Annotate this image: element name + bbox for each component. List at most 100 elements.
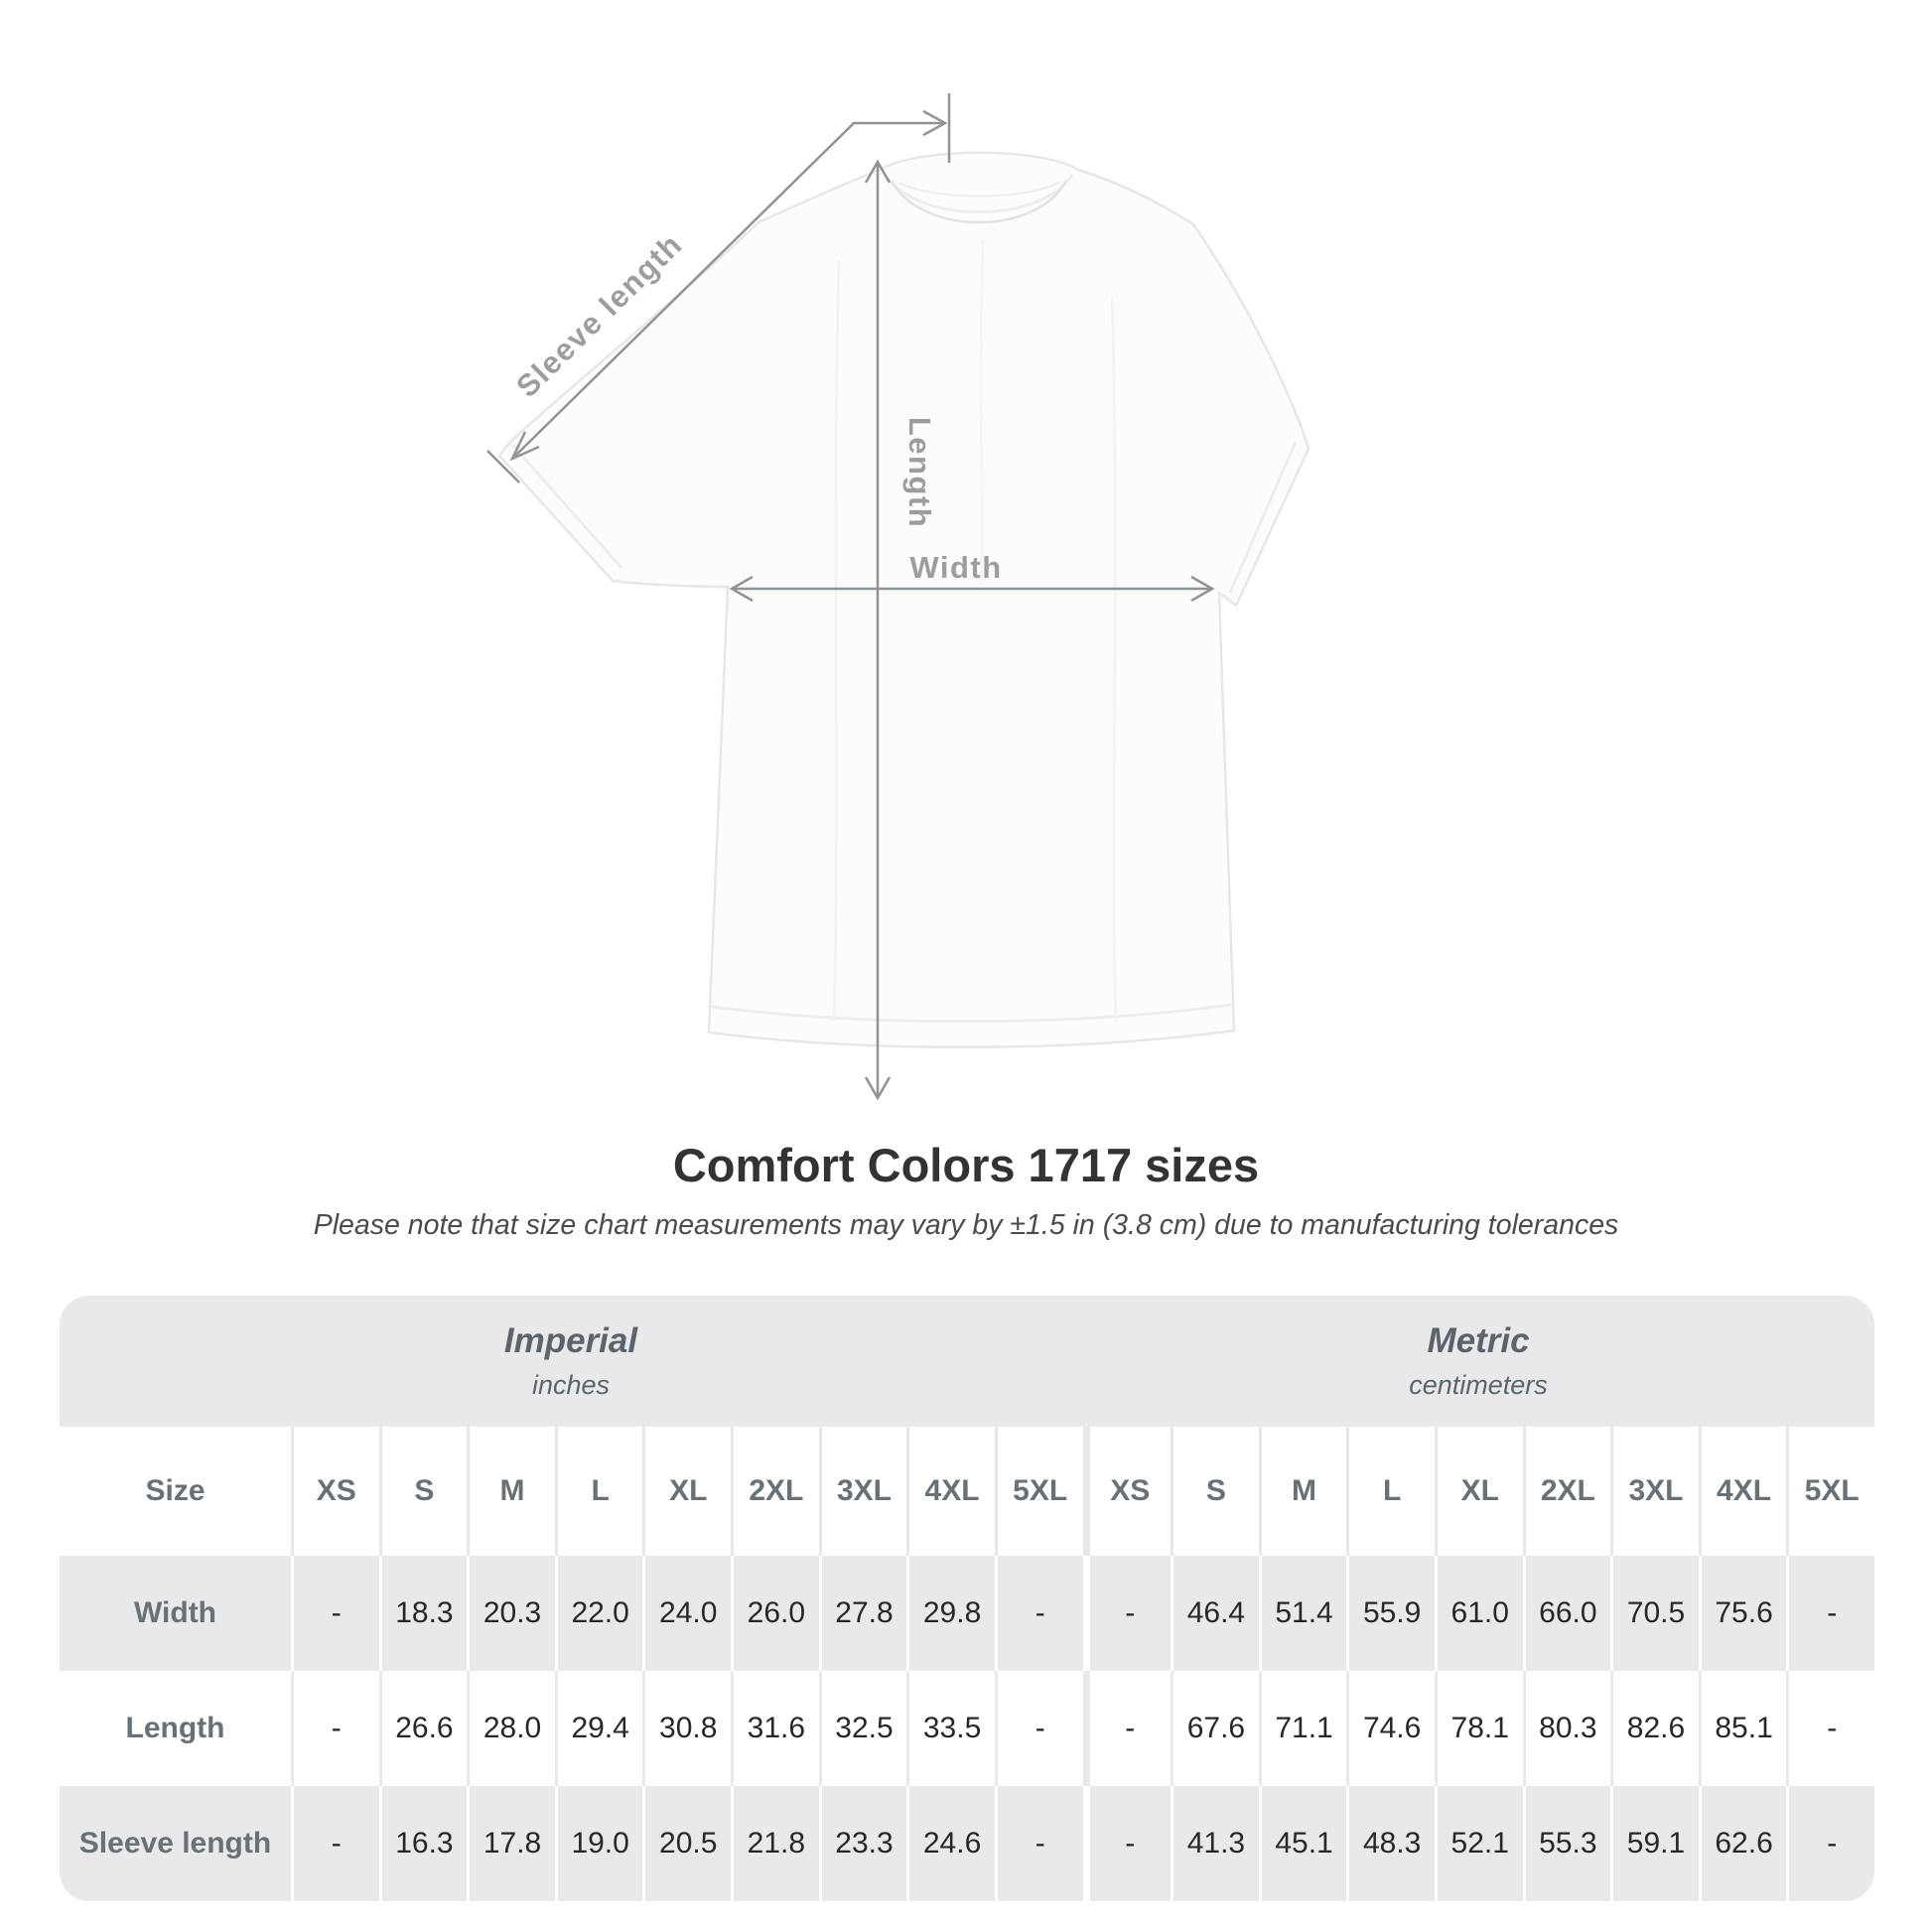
value-cell: - bbox=[1786, 1556, 1874, 1671]
value-cell: 46.4 bbox=[1171, 1556, 1259, 1671]
value-cell: 24.6 bbox=[906, 1786, 995, 1901]
size-header-cell: 3XL bbox=[1610, 1427, 1699, 1556]
length-arrowhead-bottom bbox=[864, 1076, 892, 1101]
size-header-cell: L bbox=[1346, 1427, 1435, 1556]
value-cell: 67.6 bbox=[1171, 1671, 1259, 1786]
value-cell: 24.0 bbox=[642, 1556, 732, 1671]
tshirt-measurement-diagram: Sleeve length Length Width bbox=[486, 93, 1311, 1101]
value-cell: 78.1 bbox=[1434, 1671, 1523, 1786]
value-cell: 45.1 bbox=[1258, 1786, 1347, 1901]
value-cell: 75.6 bbox=[1698, 1556, 1787, 1671]
size-header-cell: XL bbox=[1434, 1427, 1523, 1556]
length-label: Length bbox=[902, 417, 937, 528]
value-cell: 20.5 bbox=[642, 1786, 732, 1901]
value-cell: - bbox=[1786, 1671, 1874, 1786]
value-cell: 71.1 bbox=[1258, 1671, 1347, 1786]
value-cell: 48.3 bbox=[1346, 1786, 1435, 1901]
sleeve-length-arrowhead-left bbox=[509, 431, 540, 462]
value-cell: - bbox=[1786, 1786, 1874, 1901]
value-cell: 52.1 bbox=[1434, 1786, 1523, 1901]
size-header-cell: M bbox=[1258, 1427, 1347, 1556]
sleeve-end-tick bbox=[486, 450, 520, 483]
value-cell: 26.0 bbox=[731, 1556, 819, 1671]
row-label: Length bbox=[60, 1671, 291, 1786]
sleeve-length-arrowhead-right bbox=[922, 109, 948, 137]
value-cell: 62.6 bbox=[1698, 1786, 1787, 1901]
value-cell: 21.8 bbox=[731, 1786, 819, 1901]
value-cell: 30.8 bbox=[642, 1671, 732, 1786]
width-label: Width bbox=[909, 550, 1002, 585]
value-cell: 33.5 bbox=[906, 1671, 995, 1786]
size-header-cell: S bbox=[378, 1427, 468, 1556]
value-cell: 82.6 bbox=[1610, 1671, 1699, 1786]
size-header-cell: 4XL bbox=[906, 1427, 995, 1556]
value-cell: - bbox=[291, 1786, 379, 1901]
width-arrowhead-right bbox=[1190, 575, 1215, 603]
value-cell: 28.0 bbox=[467, 1671, 555, 1786]
sleeve-length-line bbox=[511, 121, 945, 460]
value-cell: 18.3 bbox=[378, 1556, 468, 1671]
value-cell: - bbox=[1082, 1556, 1172, 1671]
measurement-row: Length -26.6 28.0 29.4 30.8 31.6 32.5 33.5- -67.… bbox=[60, 1671, 1874, 1786]
value-cell: 55.3 bbox=[1522, 1786, 1611, 1901]
value-cell: 17.8 bbox=[467, 1786, 555, 1901]
size-header-cell: XL bbox=[642, 1427, 732, 1556]
size-header-cell: M bbox=[467, 1427, 555, 1556]
measurement-row: Sleeve length -16.3 17.8 19.0 20.5 21.8 23.3 24… bbox=[60, 1786, 1874, 1901]
size-chart-table: Imperial inches Metric centimeters Size X… bbox=[60, 1296, 1874, 1901]
size-header-cell: XS bbox=[1082, 1427, 1172, 1556]
imperial-unit: inches bbox=[531, 1370, 611, 1400]
value-cell: 31.6 bbox=[731, 1671, 819, 1786]
size-header-cell: S bbox=[1171, 1427, 1259, 1556]
value-cell: 20.3 bbox=[467, 1556, 555, 1671]
value-cell: 61.0 bbox=[1434, 1556, 1523, 1671]
metric-title: Metric bbox=[1427, 1321, 1530, 1360]
tshirt-illustration bbox=[497, 151, 1311, 1049]
imperial-title: Imperial bbox=[503, 1321, 638, 1360]
size-header-cell: 5XL bbox=[1786, 1427, 1874, 1556]
size-header-cell: 2XL bbox=[731, 1427, 819, 1556]
value-cell: 80.3 bbox=[1522, 1671, 1611, 1786]
value-cell: 74.6 bbox=[1346, 1671, 1435, 1786]
value-cell: 19.0 bbox=[554, 1786, 643, 1901]
value-cell: 27.8 bbox=[818, 1556, 907, 1671]
value-cell: 41.3 bbox=[1171, 1786, 1259, 1901]
metric-unit: centimeters bbox=[1409, 1370, 1548, 1400]
value-cell: 29.8 bbox=[906, 1556, 995, 1671]
value-cell: - bbox=[291, 1671, 379, 1786]
size-header-row: Size XS S M L XL 2XL 3XL 4XL 5XL XS S M L XL 2XL 3XL 4XL 5… bbox=[60, 1427, 1874, 1556]
value-cell: 26.6 bbox=[378, 1671, 468, 1786]
measurement-row: Width -18.3 20.3 22.0 24.0 26.0 27.8 29.8- -46.4… bbox=[60, 1556, 1874, 1671]
value-cell: - bbox=[291, 1556, 379, 1671]
value-cell: 59.1 bbox=[1610, 1786, 1699, 1901]
value-cell: - bbox=[994, 1786, 1083, 1901]
value-cell: 55.9 bbox=[1346, 1556, 1435, 1671]
size-header-cell: 4XL bbox=[1698, 1427, 1787, 1556]
row-label: Sleeve length bbox=[60, 1786, 291, 1901]
value-cell: 66.0 bbox=[1522, 1556, 1611, 1671]
page-title: Comfort Colors 1717 sizes bbox=[672, 1139, 1260, 1191]
measurement-arrows bbox=[486, 93, 1215, 1101]
size-header-cell: 3XL bbox=[818, 1427, 907, 1556]
value-cell: - bbox=[1082, 1786, 1172, 1901]
value-cell: 16.3 bbox=[378, 1786, 468, 1901]
value-cell: 32.5 bbox=[818, 1671, 907, 1786]
size-table-grid: Size XS S M L XL 2XL 3XL 4XL 5XL XS S M L XL 2XL 3XL 4XL 5… bbox=[60, 1427, 1874, 1901]
metric-section-header: Metric centimeters bbox=[1082, 1296, 1874, 1427]
value-cell: - bbox=[994, 1556, 1083, 1671]
size-header-cell: L bbox=[554, 1427, 643, 1556]
value-cell: 51.4 bbox=[1258, 1556, 1347, 1671]
value-cell: 70.5 bbox=[1610, 1556, 1699, 1671]
value-cell: 22.0 bbox=[554, 1556, 643, 1671]
size-header-cell: 2XL bbox=[1522, 1427, 1611, 1556]
length-arrowhead-top bbox=[864, 159, 892, 184]
size-header-cell: 5XL bbox=[994, 1427, 1083, 1556]
size-column-header: Size bbox=[60, 1427, 291, 1556]
imperial-section-header: Imperial inches bbox=[60, 1296, 1082, 1427]
size-header-cell: XS bbox=[291, 1427, 379, 1556]
width-arrowhead-left bbox=[729, 575, 754, 603]
value-cell: 85.1 bbox=[1698, 1671, 1787, 1786]
tolerance-note: Please note that size chart measurements… bbox=[313, 1209, 1619, 1241]
value-cell: - bbox=[1082, 1671, 1172, 1786]
